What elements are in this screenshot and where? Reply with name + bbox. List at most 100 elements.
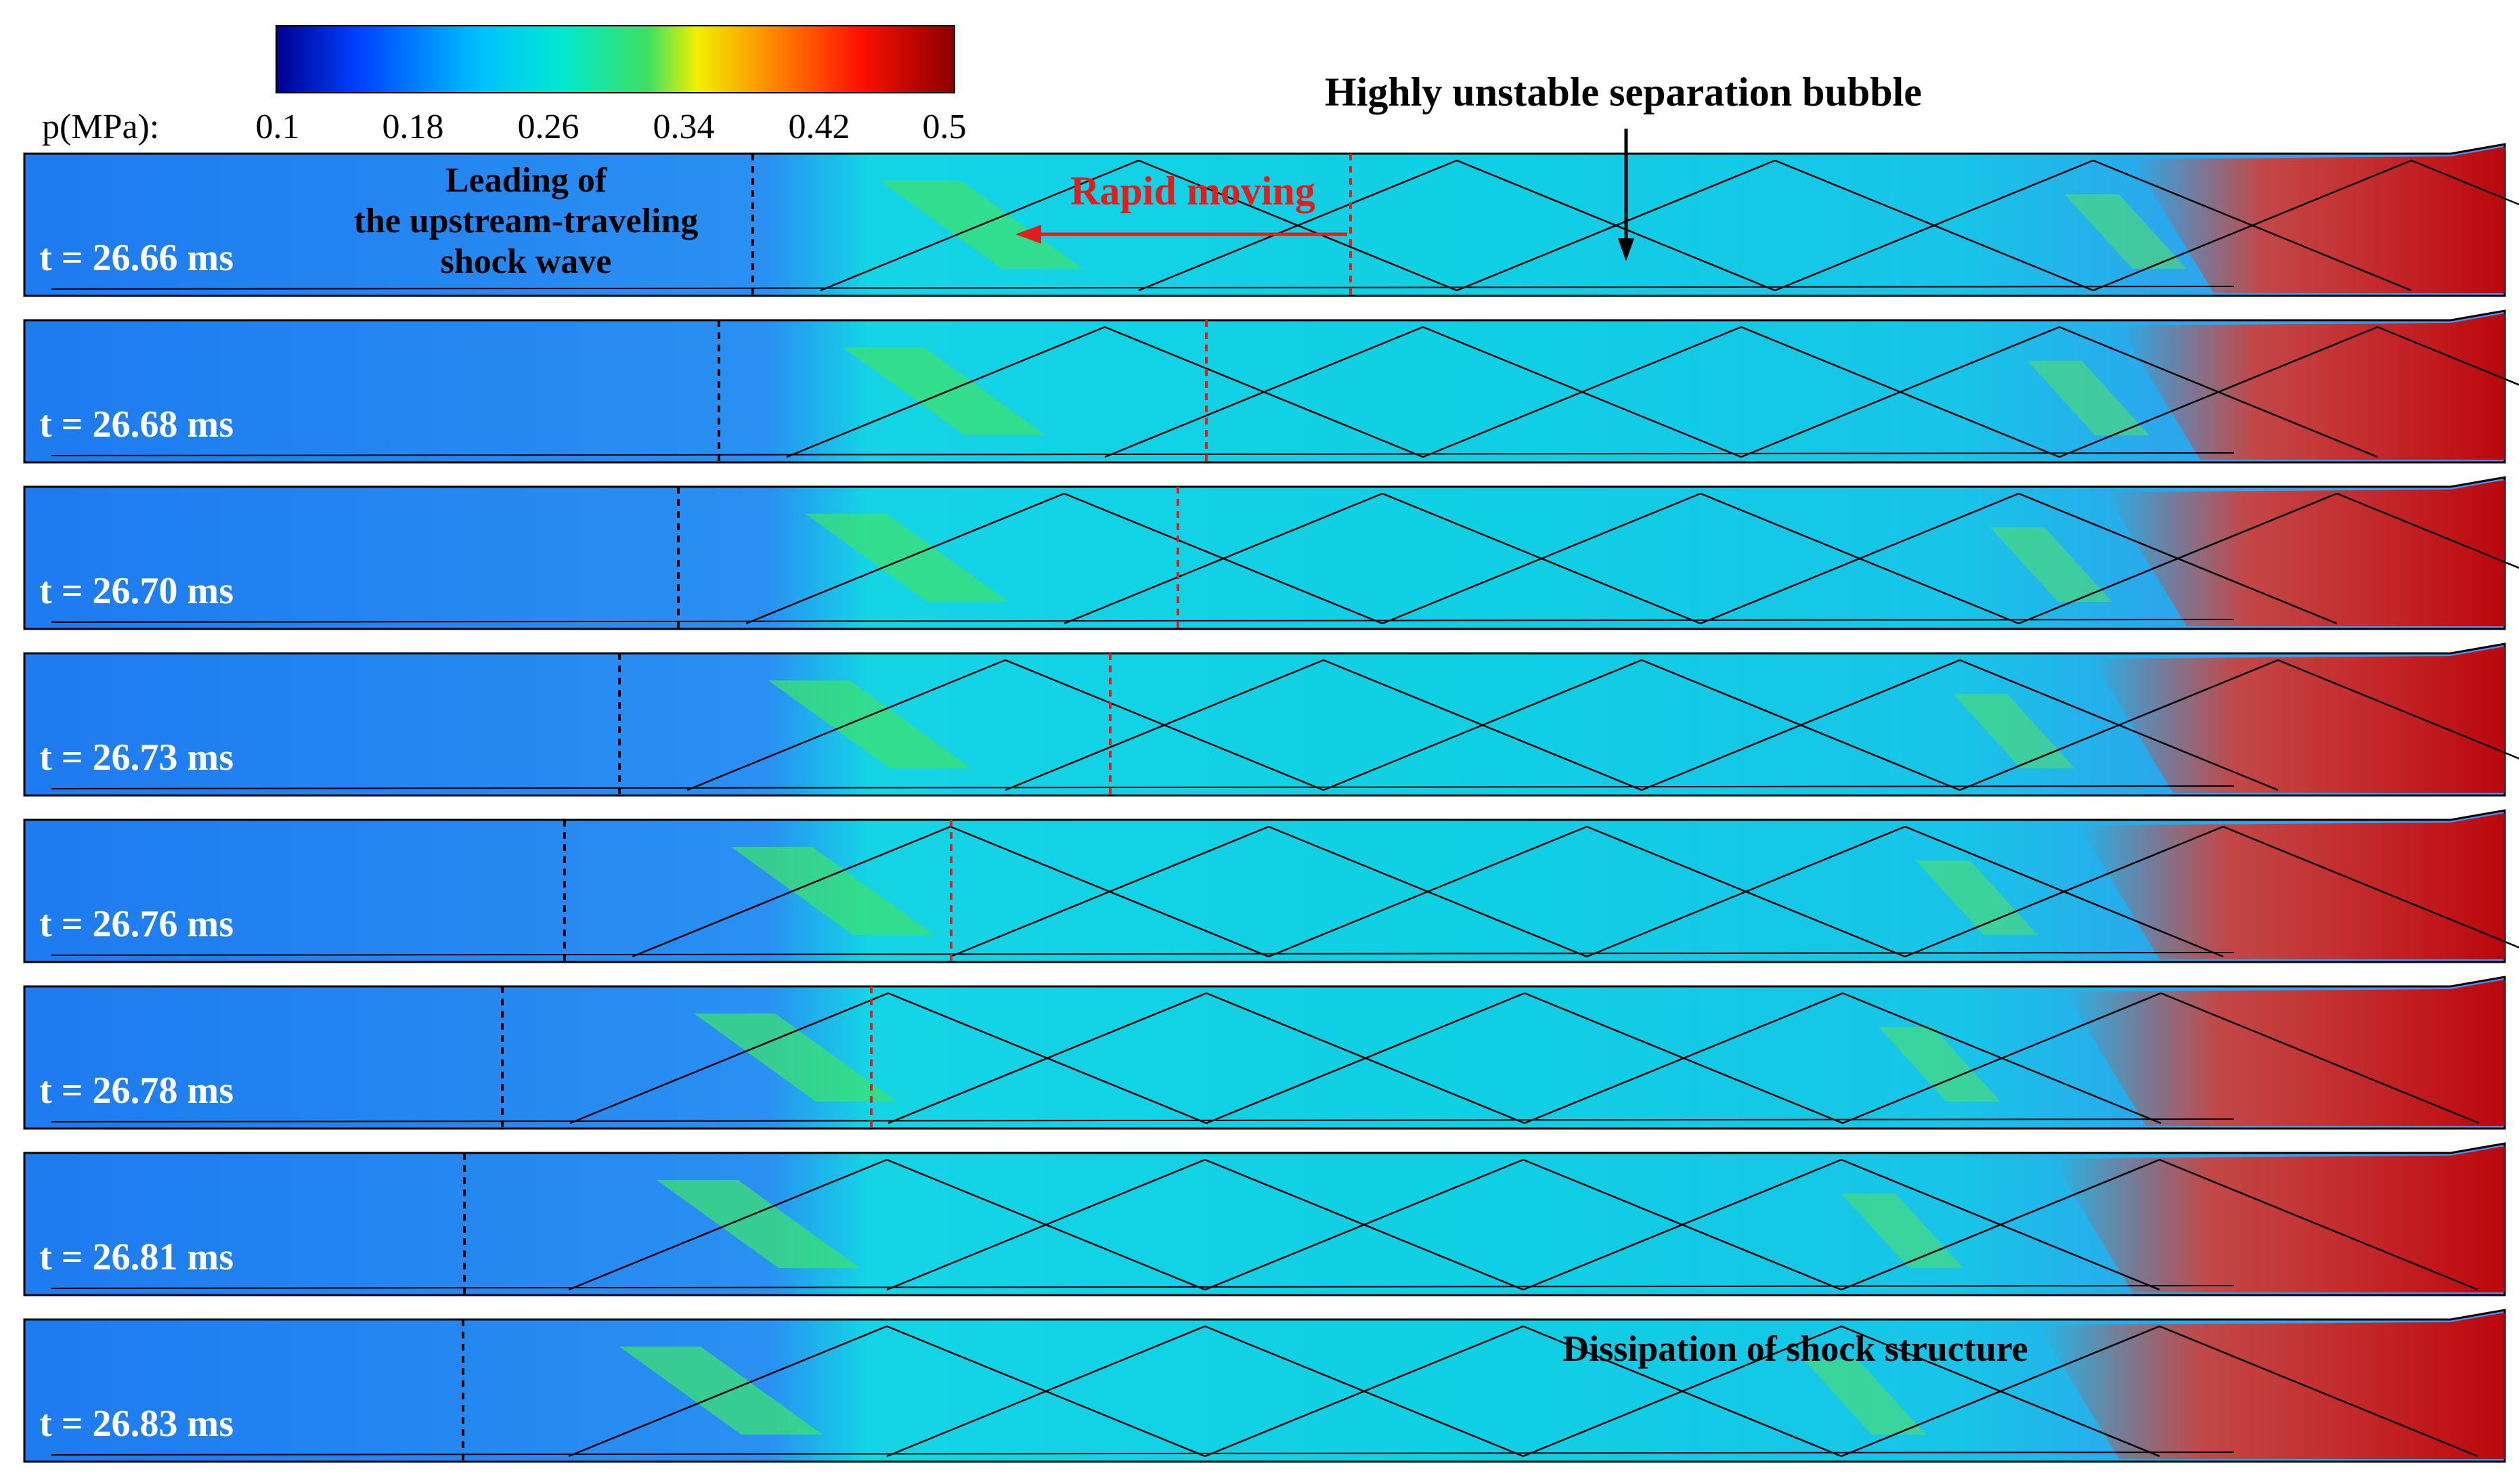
frame-time-label: t = 26.78 ms xyxy=(39,1070,234,1112)
compression-region xyxy=(2028,361,2149,435)
annotation-leading-line3: shock wave xyxy=(441,242,612,281)
high-pressure-region xyxy=(2051,1146,2505,1292)
shock-line xyxy=(950,825,1269,958)
shock-line xyxy=(1586,825,1906,958)
compression-region xyxy=(694,1013,897,1101)
shock-line xyxy=(2093,159,2412,292)
high-pressure-region xyxy=(2105,480,2505,626)
frame: t = 26.76 ms xyxy=(23,809,2519,963)
colorbar-tick-label: 0.42 xyxy=(789,108,850,146)
shock-line xyxy=(1774,159,2094,292)
frame-time-label: t = 26.83 ms xyxy=(39,1403,234,1445)
compression-region xyxy=(843,347,1046,435)
shock-line xyxy=(886,1158,1206,1291)
shock-line xyxy=(1842,992,2162,1125)
frame: t = 26.68 ms xyxy=(23,309,2519,464)
high-pressure-region xyxy=(2078,813,2505,959)
shock-line xyxy=(1422,326,1742,458)
shock-line xyxy=(1740,326,2060,458)
shock-line xyxy=(1456,159,1776,292)
boundary-layer xyxy=(51,1118,2235,1122)
compression-region xyxy=(768,680,971,768)
compression-region xyxy=(619,1347,823,1435)
shock-line xyxy=(1524,992,1843,1125)
shock-line xyxy=(1959,659,2279,791)
shock-line xyxy=(888,992,1207,1125)
shock-line xyxy=(1104,326,1424,458)
shock-line xyxy=(2277,659,2519,760)
shock-line xyxy=(2159,1158,2478,1291)
colorbar-tick-label: 0.5 xyxy=(923,108,967,146)
shock-line xyxy=(1138,159,1458,292)
shock-line xyxy=(632,825,951,958)
shock-line xyxy=(1005,659,1324,791)
colorbar-label: p(MPa): xyxy=(42,108,159,146)
annotation-bubble-arrowhead xyxy=(1618,238,1634,261)
annotation-leading-line1: Leading of xyxy=(445,161,607,200)
shock-line xyxy=(1064,492,1383,625)
frame: t = 26.78 ms xyxy=(23,976,2506,1130)
shock-line xyxy=(1204,1325,1524,1458)
boundary-layer xyxy=(51,1452,2235,1456)
compression-region xyxy=(657,1180,860,1268)
colorbar-tick-label: 0.34 xyxy=(653,108,715,146)
shock-line xyxy=(820,159,1139,292)
annotation-rapid-arrowhead xyxy=(1015,225,1041,244)
shock-line xyxy=(1523,1158,1842,1291)
compression-region xyxy=(1879,1027,2000,1101)
shock-line xyxy=(1204,1158,1524,1291)
boundary-layer xyxy=(51,452,2235,456)
frame-time-label: t = 26.81 ms xyxy=(39,1236,234,1278)
frame-time-label: t = 26.73 ms xyxy=(39,737,234,779)
frame-time-label: t = 26.66 ms xyxy=(39,237,234,279)
shock-line xyxy=(2377,326,2519,386)
annotations: Highly unstable separation bubble Rapid … xyxy=(354,70,2028,1369)
compression-region xyxy=(1916,860,2038,935)
shock-line xyxy=(1641,659,1961,791)
frame: t = 26.66 ms xyxy=(23,143,2519,297)
shock-line xyxy=(2018,492,2338,625)
shock-line xyxy=(2159,1325,2478,1458)
shock-line xyxy=(1841,1158,2160,1291)
frames: t = 26.66 ms t = 26.68 ms t = 26.70 ms t = … xyxy=(23,143,2519,1463)
shock-line xyxy=(1904,825,2224,958)
annotation-dissipation: Dissipation of shock structure xyxy=(1562,1328,2028,1369)
shock-line xyxy=(686,659,1006,791)
annotation-bubble: Highly unstable separation bubble xyxy=(1325,70,1922,114)
boundary-layer xyxy=(51,286,2235,290)
shock-line xyxy=(786,326,1105,458)
annotation-leading-line2: the upstream-traveling xyxy=(354,202,699,240)
colorbar: p(MPa): 0.1 0.18 0.26 0.34 0.42 0.5 xyxy=(42,25,967,146)
shock-line xyxy=(568,1158,888,1291)
shock-line xyxy=(1323,659,1642,791)
compression-region xyxy=(1841,1194,1963,1268)
frame-time-label: t = 26.68 ms xyxy=(39,403,234,445)
boundary-layer xyxy=(51,785,2235,789)
compression-region xyxy=(1804,1360,1926,1435)
colorbar-tick-label: 0.1 xyxy=(256,108,300,146)
frame-time-label: t = 26.76 ms xyxy=(39,903,234,945)
shock-line xyxy=(1268,825,1587,958)
annotation-rapid: Rapid moving xyxy=(1070,169,1315,213)
compression-region xyxy=(1990,527,2112,602)
shock-line xyxy=(745,492,1065,625)
boundary-layer xyxy=(51,952,2235,956)
shock-line xyxy=(568,1325,888,1458)
frame: t = 26.73 ms xyxy=(23,642,2519,797)
frame-time-label: t = 26.70 ms xyxy=(39,570,234,612)
shock-line xyxy=(2336,492,2519,569)
boundary-layer xyxy=(51,619,2235,623)
frame: t = 26.81 ms xyxy=(23,1142,2506,1296)
shock-line xyxy=(1841,1325,2160,1458)
compression-region xyxy=(731,847,934,935)
frame: t = 26.70 ms xyxy=(23,476,2519,630)
colorbar-tick-label: 0.26 xyxy=(518,108,579,146)
shock-line xyxy=(2059,326,2378,458)
high-pressure-region xyxy=(2132,147,2505,293)
shock-line xyxy=(569,992,889,1125)
compression-region xyxy=(1953,694,2075,768)
high-pressure-region xyxy=(2119,313,2505,460)
shock-line xyxy=(2160,992,2480,1125)
high-pressure-region xyxy=(2038,1313,2505,1459)
